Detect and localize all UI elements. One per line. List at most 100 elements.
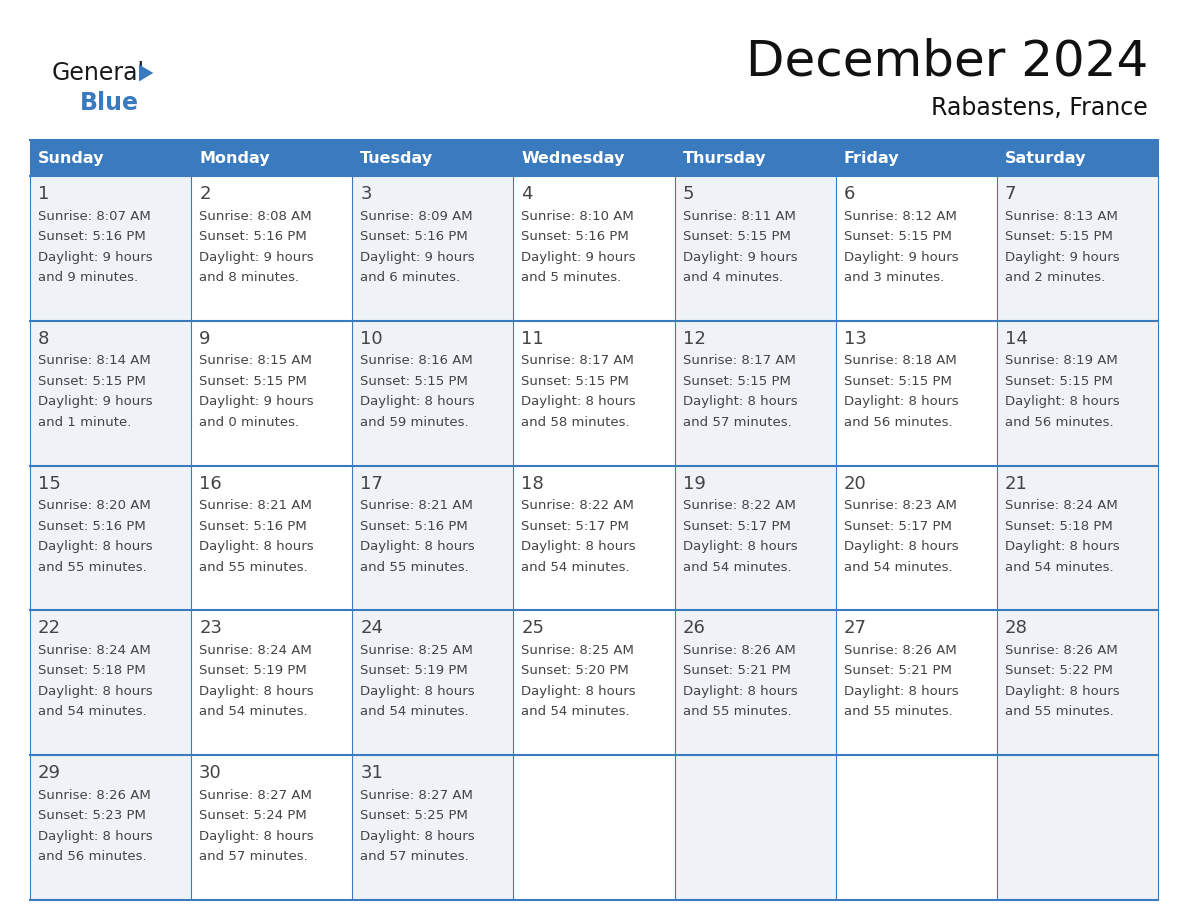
Text: Daylight: 8 hours: Daylight: 8 hours bbox=[1005, 540, 1119, 554]
Bar bbox=[513, 610, 675, 756]
Text: Daylight: 8 hours: Daylight: 8 hours bbox=[522, 540, 636, 554]
Bar bbox=[353, 140, 513, 176]
Text: Sunset: 5:21 PM: Sunset: 5:21 PM bbox=[843, 665, 952, 677]
Text: Sunset: 5:16 PM: Sunset: 5:16 PM bbox=[200, 520, 307, 532]
Bar bbox=[191, 756, 353, 900]
Text: 25: 25 bbox=[522, 620, 544, 637]
Bar bbox=[997, 176, 1158, 320]
Bar bbox=[30, 756, 191, 900]
Text: Sunrise: 8:26 AM: Sunrise: 8:26 AM bbox=[843, 644, 956, 657]
Text: Daylight: 8 hours: Daylight: 8 hours bbox=[360, 830, 475, 843]
Text: Sunrise: 8:25 AM: Sunrise: 8:25 AM bbox=[360, 644, 473, 657]
Bar bbox=[191, 140, 353, 176]
Text: Sunrise: 8:15 AM: Sunrise: 8:15 AM bbox=[200, 354, 312, 367]
Text: 13: 13 bbox=[843, 330, 866, 348]
Text: Sunset: 5:16 PM: Sunset: 5:16 PM bbox=[360, 520, 468, 532]
Text: and 57 minutes.: and 57 minutes. bbox=[683, 416, 791, 429]
Text: Sunrise: 8:24 AM: Sunrise: 8:24 AM bbox=[38, 644, 151, 657]
Text: Sunset: 5:16 PM: Sunset: 5:16 PM bbox=[200, 230, 307, 243]
Text: Daylight: 8 hours: Daylight: 8 hours bbox=[843, 685, 959, 698]
Text: Sunrise: 8:26 AM: Sunrise: 8:26 AM bbox=[683, 644, 795, 657]
Text: and 3 minutes.: and 3 minutes. bbox=[843, 271, 944, 284]
Text: and 54 minutes.: and 54 minutes. bbox=[38, 705, 146, 719]
Text: Sunset: 5:15 PM: Sunset: 5:15 PM bbox=[522, 375, 630, 387]
Text: and 54 minutes.: and 54 minutes. bbox=[522, 705, 630, 719]
Text: Sunset: 5:19 PM: Sunset: 5:19 PM bbox=[200, 665, 307, 677]
Text: 4: 4 bbox=[522, 185, 533, 203]
Text: Daylight: 8 hours: Daylight: 8 hours bbox=[360, 396, 475, 409]
Text: Sunset: 5:15 PM: Sunset: 5:15 PM bbox=[38, 375, 146, 387]
Text: Sunrise: 8:17 AM: Sunrise: 8:17 AM bbox=[683, 354, 796, 367]
Text: Sunrise: 8:26 AM: Sunrise: 8:26 AM bbox=[1005, 644, 1118, 657]
Text: 20: 20 bbox=[843, 475, 866, 493]
Text: 10: 10 bbox=[360, 330, 383, 348]
Text: Monday: Monday bbox=[200, 151, 270, 165]
Text: Sunrise: 8:22 AM: Sunrise: 8:22 AM bbox=[683, 499, 796, 512]
Text: and 8 minutes.: and 8 minutes. bbox=[200, 271, 299, 284]
Text: Daylight: 8 hours: Daylight: 8 hours bbox=[522, 396, 636, 409]
Text: Daylight: 9 hours: Daylight: 9 hours bbox=[683, 251, 797, 263]
Text: Sunrise: 8:16 AM: Sunrise: 8:16 AM bbox=[360, 354, 473, 367]
Text: Daylight: 9 hours: Daylight: 9 hours bbox=[38, 396, 152, 409]
Text: 29: 29 bbox=[38, 764, 61, 782]
Text: and 54 minutes.: and 54 minutes. bbox=[683, 561, 791, 574]
Text: Sunrise: 8:07 AM: Sunrise: 8:07 AM bbox=[38, 209, 151, 222]
Text: 16: 16 bbox=[200, 475, 222, 493]
Text: Sunset: 5:25 PM: Sunset: 5:25 PM bbox=[360, 809, 468, 823]
Bar bbox=[997, 610, 1158, 756]
Text: and 56 minutes.: and 56 minutes. bbox=[843, 416, 953, 429]
Text: and 55 minutes.: and 55 minutes. bbox=[1005, 705, 1113, 719]
Text: and 55 minutes.: and 55 minutes. bbox=[200, 561, 308, 574]
Text: Daylight: 8 hours: Daylight: 8 hours bbox=[200, 830, 314, 843]
Bar bbox=[353, 465, 513, 610]
Text: 3: 3 bbox=[360, 185, 372, 203]
Text: 6: 6 bbox=[843, 185, 855, 203]
Bar bbox=[835, 610, 997, 756]
Bar bbox=[513, 756, 675, 900]
Text: 21: 21 bbox=[1005, 475, 1028, 493]
Text: 28: 28 bbox=[1005, 620, 1028, 637]
Text: Daylight: 8 hours: Daylight: 8 hours bbox=[683, 685, 797, 698]
Text: Sunrise: 8:25 AM: Sunrise: 8:25 AM bbox=[522, 644, 634, 657]
Text: Sunrise: 8:24 AM: Sunrise: 8:24 AM bbox=[200, 644, 312, 657]
Text: Daylight: 8 hours: Daylight: 8 hours bbox=[522, 685, 636, 698]
Text: General: General bbox=[52, 61, 145, 85]
Text: and 56 minutes.: and 56 minutes. bbox=[1005, 416, 1113, 429]
Text: Sunset: 5:15 PM: Sunset: 5:15 PM bbox=[200, 375, 307, 387]
Text: and 0 minutes.: and 0 minutes. bbox=[200, 416, 299, 429]
Text: Sunrise: 8:19 AM: Sunrise: 8:19 AM bbox=[1005, 354, 1118, 367]
Text: and 54 minutes.: and 54 minutes. bbox=[843, 561, 953, 574]
Bar bbox=[997, 465, 1158, 610]
Text: 9: 9 bbox=[200, 330, 210, 348]
Text: Sunset: 5:17 PM: Sunset: 5:17 PM bbox=[843, 520, 952, 532]
Text: Sunrise: 8:11 AM: Sunrise: 8:11 AM bbox=[683, 209, 796, 222]
Text: Sunset: 5:16 PM: Sunset: 5:16 PM bbox=[38, 230, 146, 243]
Text: Sunset: 5:19 PM: Sunset: 5:19 PM bbox=[360, 665, 468, 677]
Text: Sunset: 5:17 PM: Sunset: 5:17 PM bbox=[683, 520, 790, 532]
Text: 2: 2 bbox=[200, 185, 210, 203]
Text: December 2024: December 2024 bbox=[746, 38, 1148, 86]
Text: Sunset: 5:18 PM: Sunset: 5:18 PM bbox=[1005, 520, 1113, 532]
Text: Daylight: 9 hours: Daylight: 9 hours bbox=[1005, 251, 1119, 263]
Text: 22: 22 bbox=[38, 620, 61, 637]
Bar bbox=[191, 176, 353, 320]
Bar bbox=[30, 176, 191, 320]
Bar bbox=[191, 610, 353, 756]
Text: Daylight: 8 hours: Daylight: 8 hours bbox=[843, 396, 959, 409]
Text: 15: 15 bbox=[38, 475, 61, 493]
Text: Sunrise: 8:27 AM: Sunrise: 8:27 AM bbox=[360, 789, 473, 801]
Text: 17: 17 bbox=[360, 475, 384, 493]
Text: and 55 minutes.: and 55 minutes. bbox=[843, 705, 953, 719]
Text: Sunset: 5:21 PM: Sunset: 5:21 PM bbox=[683, 665, 790, 677]
Bar bbox=[353, 176, 513, 320]
Bar bbox=[353, 756, 513, 900]
Text: Saturday: Saturday bbox=[1005, 151, 1086, 165]
Bar bbox=[675, 610, 835, 756]
Text: Sunset: 5:15 PM: Sunset: 5:15 PM bbox=[1005, 230, 1113, 243]
Text: Blue: Blue bbox=[80, 91, 139, 115]
Text: Sunrise: 8:21 AM: Sunrise: 8:21 AM bbox=[200, 499, 312, 512]
Bar bbox=[30, 465, 191, 610]
Text: Daylight: 8 hours: Daylight: 8 hours bbox=[843, 540, 959, 554]
Text: Rabastens, France: Rabastens, France bbox=[931, 96, 1148, 120]
Text: Sunset: 5:18 PM: Sunset: 5:18 PM bbox=[38, 665, 146, 677]
